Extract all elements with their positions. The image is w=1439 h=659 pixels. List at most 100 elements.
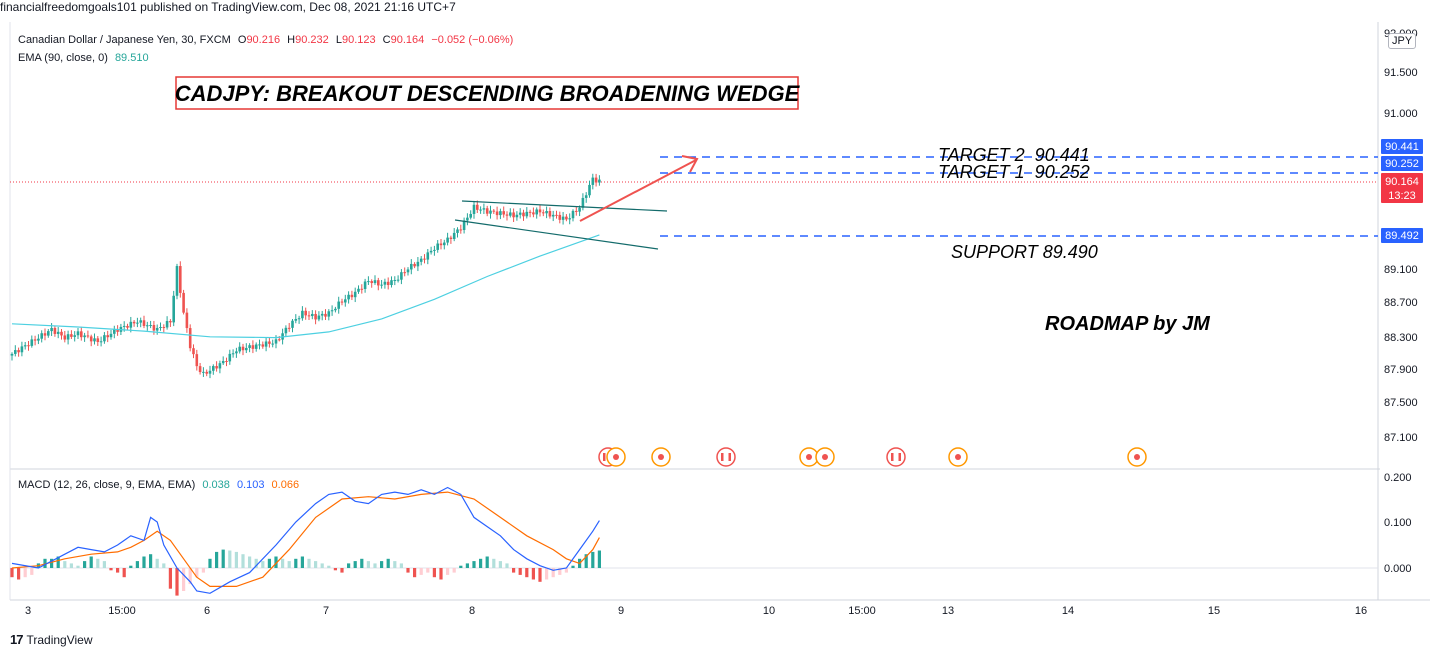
low-label: L bbox=[335, 34, 342, 46]
macd-bar bbox=[234, 551, 238, 568]
candle-body bbox=[192, 348, 195, 355]
macd-bar bbox=[188, 568, 192, 585]
macd-bar bbox=[413, 568, 417, 578]
economic-event-icon[interactable] bbox=[948, 447, 968, 467]
candle-body bbox=[426, 252, 430, 260]
currency-badge[interactable]: JPY bbox=[1388, 33, 1417, 49]
macd-bar bbox=[564, 568, 568, 573]
change-value: −0.052 (−0.06%) bbox=[431, 34, 514, 46]
candle-body bbox=[363, 281, 367, 290]
price-tick: 87.500 bbox=[1384, 397, 1418, 409]
candle-body bbox=[136, 322, 139, 324]
macd-bar bbox=[129, 565, 133, 568]
chart-title-box[interactable]: CADJPY: BREAKOUT DESCENDING BROADENING W… bbox=[175, 76, 801, 110]
macd-bar bbox=[208, 558, 212, 568]
tradingview-logo-icon: 17 bbox=[10, 632, 24, 647]
candle-body bbox=[172, 295, 175, 323]
candle-body bbox=[261, 344, 265, 347]
publish-line: financialfreedomgoals101 published on Tr… bbox=[0, 0, 456, 14]
time-tick: 15:00 bbox=[848, 605, 876, 617]
macd-bar bbox=[327, 565, 331, 568]
candle-body bbox=[466, 217, 469, 221]
macd-bar bbox=[56, 556, 60, 568]
macd-bar bbox=[360, 558, 364, 568]
candle-body bbox=[406, 269, 410, 273]
candle-body bbox=[344, 299, 347, 303]
macd-axis[interactable]: 0.200 0.100 0.000 bbox=[1384, 472, 1412, 575]
candle-body bbox=[515, 214, 519, 218]
macd-bar bbox=[221, 549, 225, 568]
candle-body bbox=[320, 313, 324, 316]
economic-event-icon[interactable] bbox=[815, 447, 835, 467]
tradingview-brand: TradingView bbox=[26, 632, 93, 647]
price-tick: 89.100 bbox=[1384, 264, 1418, 276]
macd-legend[interactable]: MACD (12, 26, close, 9, EMA, EMA) 0.038 … bbox=[18, 479, 303, 491]
candle-body bbox=[535, 209, 538, 215]
price-axis[interactable]: 92.00091.50091.00089.10088.70088.30087.9… bbox=[1384, 28, 1418, 444]
macd-bar bbox=[439, 568, 443, 580]
time-tick: 16 bbox=[1355, 605, 1367, 617]
candle-body bbox=[380, 284, 383, 286]
macd-label: MACD (12, 26, close, 9, EMA, EMA) bbox=[18, 479, 196, 491]
candle-body bbox=[357, 288, 360, 292]
candle-body bbox=[370, 281, 373, 284]
candle-body bbox=[76, 331, 80, 336]
candle-body bbox=[80, 331, 83, 338]
macd-bar bbox=[366, 561, 370, 568]
time-axis[interactable]: 3 15:00 6 7 8 9 10 15:00 13 14 15 16 bbox=[25, 605, 1367, 617]
canada-flag-icon[interactable] bbox=[716, 447, 736, 467]
support-label: SUPPORT 89.490 bbox=[951, 242, 1098, 262]
time-tick: 13 bbox=[942, 605, 954, 617]
candle-body bbox=[50, 327, 53, 332]
low-value: 90.123 bbox=[341, 34, 376, 46]
tradingview-footer[interactable]: 17 TradingView bbox=[10, 632, 93, 647]
ema-label: EMA (90, close, 0) bbox=[18, 52, 108, 64]
candle-body bbox=[459, 229, 463, 231]
macd-bar bbox=[399, 563, 403, 568]
candle-body bbox=[588, 184, 591, 196]
candle-body bbox=[146, 325, 149, 327]
price-label-target2: 90.441 bbox=[1381, 139, 1423, 154]
candle-body bbox=[175, 266, 179, 296]
macd-bar bbox=[69, 563, 73, 568]
candle-body bbox=[509, 212, 512, 216]
candle-body bbox=[410, 263, 413, 270]
macd-tick: 0.200 bbox=[1384, 472, 1412, 484]
candle-body bbox=[314, 313, 317, 320]
macd-bar bbox=[479, 558, 483, 568]
candle-body bbox=[129, 321, 133, 328]
economic-event-icon[interactable] bbox=[799, 447, 819, 467]
chart-frame bbox=[9, 22, 1430, 601]
candle-body bbox=[56, 331, 60, 334]
macd-value: 0.103 bbox=[236, 479, 265, 491]
canada-flag-icon[interactable] bbox=[886, 447, 906, 467]
macd-bar bbox=[492, 558, 496, 568]
economic-event-icon[interactable] bbox=[606, 447, 626, 467]
candle-body bbox=[499, 211, 502, 216]
candle-body bbox=[452, 232, 456, 240]
candle-body bbox=[155, 327, 159, 331]
candle-body bbox=[416, 261, 420, 267]
candle-body bbox=[152, 325, 156, 331]
candle-body bbox=[179, 266, 182, 293]
macd-tick: 0.100 bbox=[1384, 517, 1412, 529]
ema-legend[interactable]: EMA (90, close, 0) 89.510 bbox=[18, 52, 153, 64]
macd-bar bbox=[545, 568, 549, 580]
economic-event-icon[interactable] bbox=[1127, 447, 1147, 467]
candle-body bbox=[304, 310, 307, 316]
candle-body bbox=[489, 210, 492, 214]
macd-histogram bbox=[10, 549, 601, 596]
macd-bar bbox=[446, 568, 450, 575]
candle-body bbox=[264, 341, 268, 347]
macd-bar bbox=[353, 561, 357, 568]
candle-body bbox=[33, 339, 37, 341]
macd-bar bbox=[558, 568, 562, 575]
candle-body bbox=[294, 318, 298, 321]
candle-body bbox=[212, 366, 215, 371]
candle-body bbox=[390, 280, 393, 286]
event-dot bbox=[806, 454, 812, 460]
event-markers[interactable] bbox=[598, 447, 1147, 467]
economic-event-icon[interactable] bbox=[651, 447, 671, 467]
symbol-legend[interactable]: Canadian Dollar / Japanese Yen, 30, FXCM… bbox=[18, 34, 517, 46]
